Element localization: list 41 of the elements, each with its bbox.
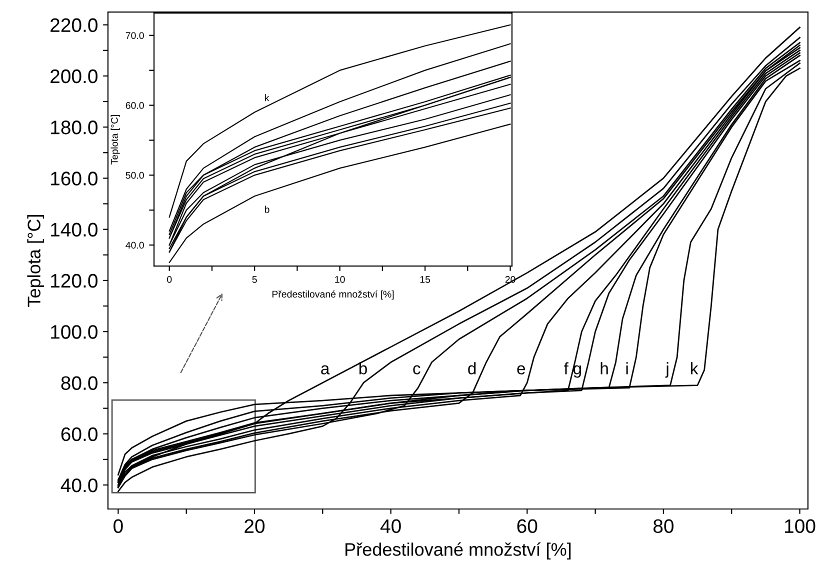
x-tick-label: 5 (252, 276, 257, 283)
series-label: h (600, 362, 608, 374)
series-label: d (468, 362, 476, 374)
y-tick-label: 40.0 (126, 242, 144, 249)
x-tick-label: 0 (167, 276, 172, 283)
y-tick-label: 220.0 (50, 18, 98, 32)
series-label: g (573, 365, 581, 378)
y-tick-label: 80.0 (61, 376, 98, 390)
y-tick-label: 140.0 (51, 222, 98, 237)
y-tick-label: 160.0 (51, 172, 98, 186)
y-tick-label: 200.0 (50, 69, 98, 84)
x-tick-label: 80 (653, 519, 674, 534)
series-label: b (264, 206, 270, 213)
series-label: j (665, 362, 668, 378)
y-tick-label: 100.0 (51, 325, 98, 339)
x-tick-label: 100 (785, 519, 816, 534)
series-label: f (564, 362, 568, 374)
x-tick-label: 40 (380, 519, 401, 534)
y-tick-label: 50.0 (126, 172, 144, 179)
x-axis-title: Předestilované množství [%] (272, 290, 394, 300)
y-tick-label: 180.0 (51, 120, 98, 134)
y-axis-title: Teplota [°C] (110, 115, 120, 164)
series-label: k (264, 94, 270, 102)
y-tick-label: 60.0 (61, 427, 98, 442)
y-tick-label: 40.0 (60, 478, 98, 492)
x-tick-label: 60 (517, 519, 538, 534)
x-tick-label: 15 (420, 276, 430, 283)
x-tick-label: 20 (244, 519, 265, 534)
y-tick-label: 60.0 (126, 102, 144, 109)
series-label: i (626, 362, 628, 374)
series-label: b (359, 362, 367, 374)
series-label: e (517, 365, 526, 374)
series-label: c (413, 365, 420, 374)
y-tick-label: 120.0 (51, 274, 98, 288)
y-axis-title: Teplota [°C] (27, 215, 44, 307)
y-tick-label: 70.0 (126, 32, 144, 39)
x-axis-title: Předestilované množství [%] (346, 542, 571, 560)
x-tick-label: 0 (114, 519, 123, 534)
x-tick-label: 10 (335, 276, 345, 283)
series-label: a (321, 365, 330, 374)
series-label: k (691, 362, 698, 374)
